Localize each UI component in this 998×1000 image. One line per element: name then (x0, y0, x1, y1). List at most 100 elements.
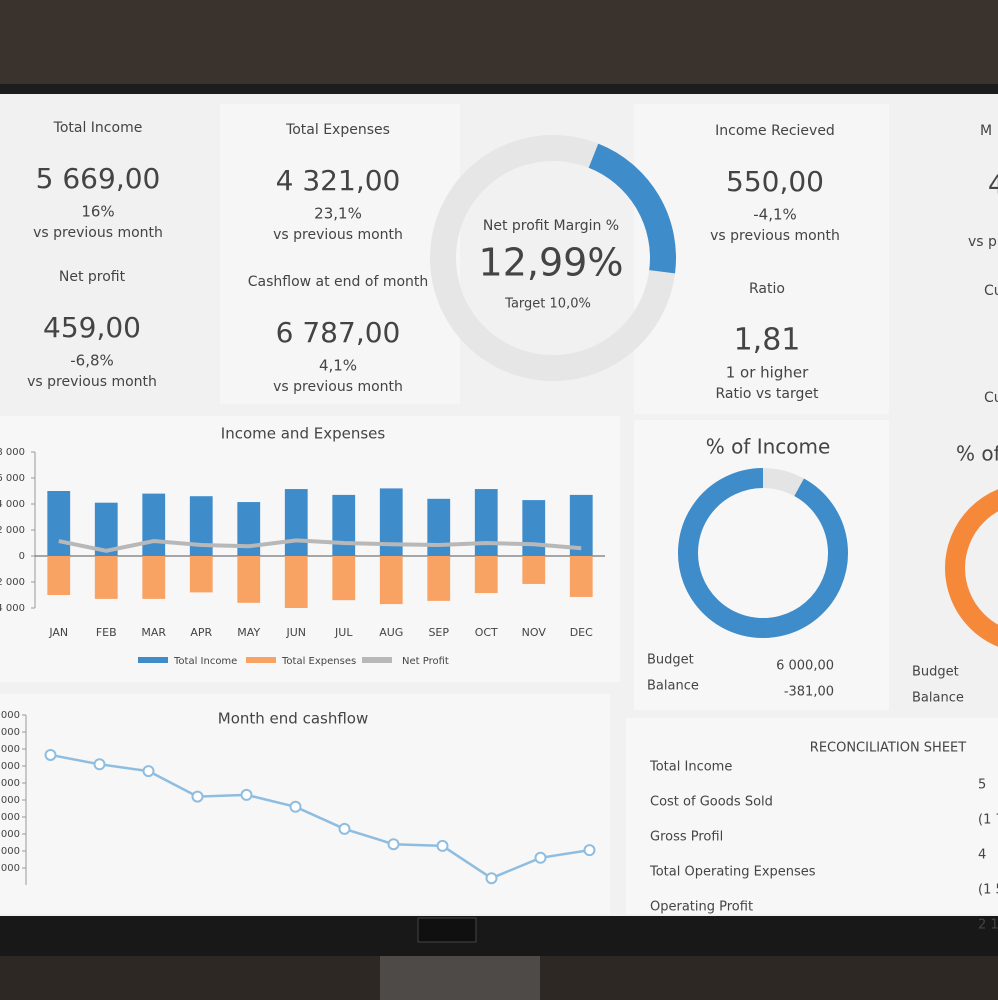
point (44, 748, 57, 761)
bar (142, 556, 166, 599)
x-tick-label: OCT (475, 626, 498, 639)
recon-label: Operating Profit (650, 900, 753, 915)
partial-text: M (980, 123, 992, 139)
x-tick-label: JAN (48, 626, 68, 639)
bar (569, 494, 593, 556)
kpi-title: Net profit (59, 269, 126, 285)
x-tick-label: APR (190, 626, 212, 639)
legend-swatch (138, 657, 168, 663)
desk (0, 956, 998, 1000)
recon-label: Gross Profil (650, 830, 723, 845)
y-tick-label: -2 000 (0, 577, 25, 588)
kpi-title: Income Recieved (715, 123, 835, 139)
bezel-bottom (0, 916, 998, 956)
kpi-value: 4 321,00 (276, 164, 401, 197)
kpi-change: 23,1% (314, 205, 362, 223)
kpi-change: 4,1% (319, 357, 357, 375)
bar (522, 500, 546, 556)
budget-label: Budget (912, 665, 959, 680)
bar (142, 493, 166, 556)
x-tick-label: FEB (96, 626, 117, 639)
bar (474, 489, 498, 556)
legend-swatch (246, 657, 276, 663)
legend-label: Net Profit (402, 656, 449, 667)
budget-label: Budget (647, 653, 694, 668)
recon-label: Total Operating Expenses (649, 865, 816, 880)
y-tick-label: 000 (1, 778, 20, 789)
recon-label: Total Income (649, 760, 732, 775)
bar (379, 488, 403, 556)
x-tick-label: DEC (570, 626, 593, 639)
kpi-note: vs previous month (27, 374, 157, 390)
kpi-title: Total Income (53, 120, 143, 136)
kpi-note: vs previous month (33, 225, 163, 241)
donut-title: % of Income (706, 435, 831, 459)
point (534, 851, 547, 864)
y-tick-label: 000 (1, 727, 20, 738)
kpi-title: Total Expenses (285, 122, 390, 138)
kpi-value: 459,00 (43, 311, 141, 344)
card-bg (626, 718, 998, 914)
bar (332, 494, 356, 556)
bar (474, 556, 498, 594)
logo-plate (417, 917, 477, 943)
point (387, 838, 400, 851)
legend-swatch (362, 657, 392, 663)
line (58, 538, 582, 553)
point (485, 872, 498, 885)
x-tick-label: SEP (428, 626, 449, 639)
bar (569, 556, 593, 597)
x-tick-label: NOV (522, 626, 547, 639)
gauge-title: Net profit Margin % (483, 218, 619, 234)
recon-value: 4 (978, 848, 986, 863)
point (142, 765, 155, 778)
kpi-value: 550,00 (726, 165, 824, 198)
y-tick-label: 000 (1, 846, 20, 857)
gauge-value: 12,99% (479, 241, 624, 285)
bar (94, 502, 118, 556)
bar (427, 498, 451, 556)
y-tick-label: -4 000 (0, 603, 25, 614)
y-tick-label: 000 (1, 829, 20, 840)
recon-value: (1 5 (978, 883, 998, 898)
bar (284, 556, 308, 608)
kpi-title: Cashflow at end of month (248, 274, 429, 290)
budget-value: 6 000,00 (776, 659, 834, 674)
bar (427, 556, 451, 601)
x-tick-label: JUN (285, 626, 306, 639)
bar (189, 496, 213, 556)
point (338, 822, 351, 835)
point (436, 839, 449, 852)
bar (284, 489, 308, 556)
y-tick-label: 000 (1, 744, 20, 755)
line (50, 753, 590, 880)
partial-text: 4 (988, 171, 998, 201)
point (191, 790, 204, 803)
background (0, 0, 998, 92)
recon-title: RECONCILIATION SHEET (810, 741, 966, 756)
x-tick-label: JUL (334, 626, 353, 639)
point (93, 758, 106, 771)
donut-title: % of (956, 442, 998, 466)
recon-value: (1 7 (978, 813, 998, 828)
bar (237, 556, 261, 603)
kpi-value: 6 787,00 (276, 316, 401, 349)
bar (332, 556, 356, 601)
budget-label: Balance (647, 679, 699, 694)
partial-text: Cu (984, 390, 998, 406)
budget-label: Balance (912, 691, 964, 706)
bar (47, 556, 71, 595)
gauge-target: Target 10,0% (504, 297, 591, 312)
partial-text: vs p (968, 234, 997, 250)
y-tick-label: 000 (1, 795, 20, 806)
kpi-value: 1,81 (734, 323, 801, 358)
partial-text: Cu (984, 283, 998, 299)
point (583, 844, 596, 857)
point (289, 800, 302, 813)
card-bg (220, 104, 460, 404)
gauge-arc (588, 143, 676, 274)
y-tick-label: 000 (1, 812, 20, 823)
x-tick-label: MAY (237, 626, 260, 639)
kpi-change: -6,8% (70, 352, 114, 370)
